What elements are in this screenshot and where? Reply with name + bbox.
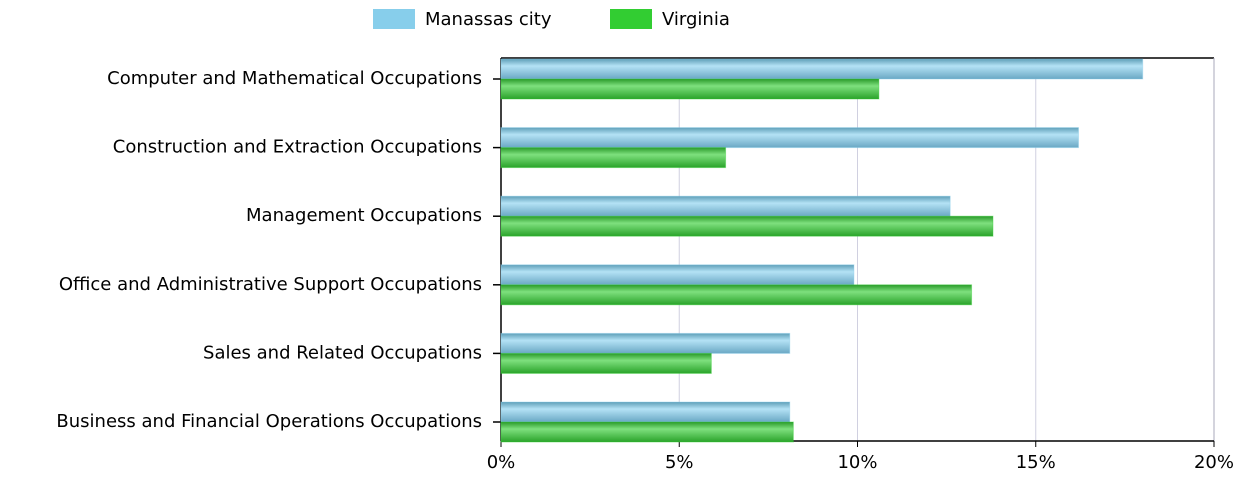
- legend-swatch: [610, 9, 652, 29]
- y-tick-label: Management Occupations: [246, 205, 482, 226]
- bar: [500, 264, 855, 286]
- bar: [500, 78, 880, 100]
- bar: [500, 352, 712, 374]
- bar: [500, 284, 973, 306]
- x-tick-label: 15%: [1016, 452, 1056, 473]
- legend-swatch: [373, 9, 415, 29]
- bar: [500, 215, 994, 237]
- bar: [500, 401, 791, 423]
- x-tick-label: 0%: [487, 452, 516, 473]
- bar: [500, 421, 794, 443]
- legend-label: Manassas city: [425, 9, 552, 30]
- y-tick-label: Office and Administrative Support Occupa…: [59, 274, 482, 295]
- bar: [500, 127, 1080, 149]
- x-tick-label: 20%: [1194, 452, 1234, 473]
- bar: [500, 58, 1144, 80]
- y-tick-label: Computer and Mathematical Occupations: [107, 68, 482, 89]
- legend-label: Virginia: [662, 9, 730, 30]
- bar: [500, 195, 951, 217]
- y-tick-label: Construction and Extraction Occupations: [113, 137, 482, 158]
- bar: [500, 332, 791, 354]
- y-tick-label: Business and Financial Operations Occupa…: [56, 411, 482, 432]
- x-tick-label: 10%: [837, 452, 877, 473]
- x-tick-label: 5%: [665, 452, 694, 473]
- bar: [500, 147, 727, 169]
- y-tick-label: Sales and Related Occupations: [203, 342, 482, 363]
